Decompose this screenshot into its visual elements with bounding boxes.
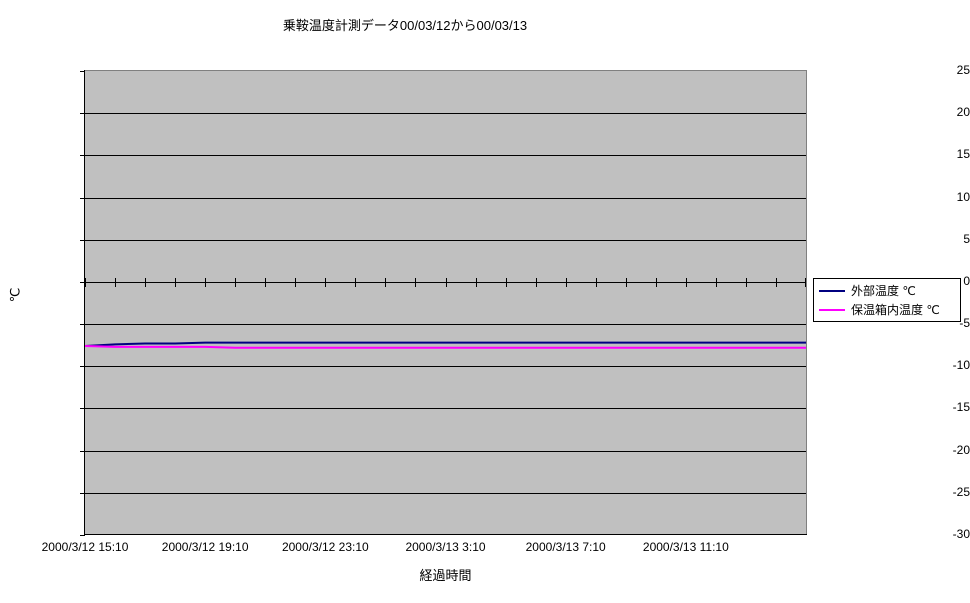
y-gridline <box>85 155 806 156</box>
y-axis-tick <box>80 324 85 325</box>
y-axis-tick <box>80 113 85 114</box>
y-axis-tick <box>80 366 85 367</box>
x-axis-tick <box>446 278 447 287</box>
y-axis-label: 25 <box>956 63 970 77</box>
y-gridline <box>85 408 806 409</box>
y-axis-label: 0 <box>963 274 970 288</box>
x-axis-title: 経過時間 <box>419 568 472 583</box>
x-axis-label: 2000/3/13 3:10 <box>405 540 486 554</box>
plot-area <box>80 70 807 536</box>
x-axis-tick <box>235 278 236 287</box>
x-axis-tick <box>506 278 507 287</box>
x-axis-tick <box>716 278 717 287</box>
y-axis-label: 20 <box>956 105 970 119</box>
legend-label-box: 保温箱内温度 ℃ <box>851 303 940 317</box>
x-axis-tick <box>626 278 627 287</box>
y-gridline <box>85 324 806 325</box>
x-axis-label: 2000/3/12 19:10 <box>161 540 249 554</box>
chart-legend: 外部温度 ℃ 保温箱内温度 ℃ <box>813 278 961 322</box>
x-axis-tick <box>746 278 747 287</box>
x-axis-tick <box>415 278 416 287</box>
y-axis-line <box>84 70 85 535</box>
x-axis-label: 2000/3/13 7:10 <box>525 540 606 554</box>
legend-label-outer: 外部温度 ℃ <box>851 284 916 298</box>
y-axis-tick <box>80 493 85 494</box>
y-axis-tick <box>80 535 85 536</box>
y-axis-tick <box>80 282 85 283</box>
x-axis-tick <box>476 278 477 287</box>
x-axis-tick <box>566 278 567 287</box>
legend-item-outer: 外部温度 ℃ <box>819 282 916 300</box>
x-axis-tick <box>115 278 116 287</box>
zero-line <box>85 282 806 283</box>
x-axis-tick <box>596 278 597 287</box>
series-lines <box>85 341 806 349</box>
y-axis-tick <box>80 198 85 199</box>
y-axis-label: 15 <box>956 147 970 161</box>
y-axis-tick <box>80 451 85 452</box>
x-axis-tick <box>145 278 146 287</box>
x-axis-tick <box>175 278 176 287</box>
x-axis-line <box>84 534 807 535</box>
y-gridline <box>85 198 806 199</box>
y-axis-label: 5 <box>963 232 970 246</box>
y-axis-label: -10 <box>952 358 970 372</box>
y-gridline <box>85 366 806 367</box>
x-axis-tick <box>205 278 206 287</box>
x-axis-tick <box>85 278 86 287</box>
series-line-box <box>85 345 806 349</box>
x-axis-tick <box>265 278 266 287</box>
y-axis-label: -15 <box>952 400 970 414</box>
y-axis-label: -25 <box>952 485 970 499</box>
y-gridline <box>85 451 806 452</box>
y-axis-tick <box>80 240 85 241</box>
y-axis-tick <box>80 155 85 156</box>
x-axis-tick <box>325 278 326 287</box>
y-axis-label: -20 <box>952 443 970 457</box>
x-axis-label: 2000/3/12 15:10 <box>41 540 129 554</box>
x-axis-tick <box>656 278 657 287</box>
y-axis-tick <box>80 408 85 409</box>
y-axis-label: 10 <box>956 190 970 204</box>
y-gridline <box>85 240 806 241</box>
y-axis-label: -30 <box>952 527 970 541</box>
series-line-outer <box>85 341 806 348</box>
x-axis-tick <box>536 278 537 287</box>
x-axis-tick <box>355 278 356 287</box>
y-gridline <box>85 493 806 494</box>
chart-title: 乗鞍温度計測データ00/03/12から00/03/13 <box>282 18 528 33</box>
legend-swatch-outer <box>819 290 845 292</box>
x-axis-tick <box>686 278 687 287</box>
x-axis-tick <box>776 278 777 287</box>
legend-swatch-box <box>819 309 845 311</box>
x-axis-label: 2000/3/12 23:10 <box>281 540 369 554</box>
legend-item-box: 保温箱内温度 ℃ <box>819 301 940 319</box>
x-axis-label: 2000/3/13 11:10 <box>642 540 729 554</box>
x-axis-tick <box>385 278 386 287</box>
y-axis-tick <box>80 71 85 72</box>
x-axis-tick <box>805 278 806 287</box>
y-gridline <box>85 113 806 114</box>
y-axis-title: ℃ <box>7 287 23 303</box>
x-axis-tick <box>295 278 296 287</box>
y-axis-label: -5 <box>959 316 970 330</box>
plot-inner <box>80 71 806 536</box>
